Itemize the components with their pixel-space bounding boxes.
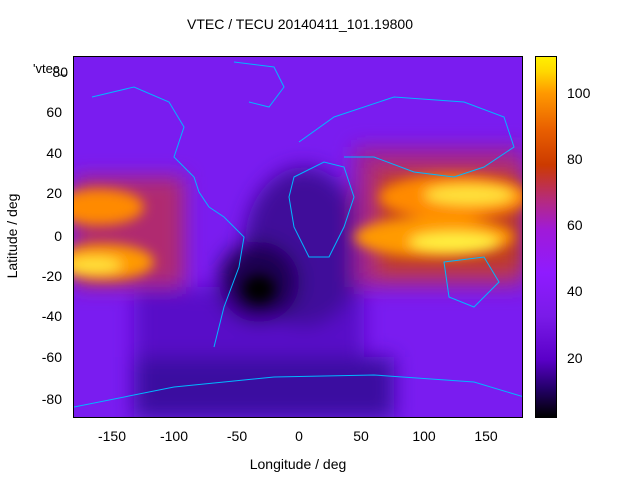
coast-eurasia (298, 96, 515, 178)
x-tick-neg100: -100 (159, 428, 189, 444)
colorbar-tick-100: 100 (567, 85, 591, 101)
x-tick-100: 100 (412, 428, 436, 444)
y-axis-label: Latitude / deg (4, 193, 20, 279)
coast-australia (443, 256, 500, 308)
colorbar-tick-60: 60 (567, 217, 583, 233)
vtec-minimum (243, 275, 275, 303)
colorbar-tick-40: 40 (567, 283, 583, 299)
legend-key: 'vtec_ (33, 61, 67, 76)
coast-greenland (233, 61, 285, 108)
vtec-heatmap (74, 57, 522, 417)
coast-antarctica (74, 374, 522, 408)
x-tick-neg50: -50 (226, 428, 248, 444)
x-tick-50: 50 (353, 428, 369, 444)
y-tick-neg80: -80 (41, 391, 62, 407)
y-tick-40: 40 (46, 145, 62, 161)
coast-africa (288, 161, 355, 258)
colorbar-tick-80: 80 (567, 151, 583, 167)
crest-south-pacific-peak (74, 257, 122, 273)
y-tick-80: 80 (52, 64, 68, 80)
vtec-map (73, 56, 523, 418)
coastlines (74, 61, 522, 408)
coast-north-america (91, 86, 210, 208)
colorbar-tick-20: 20 (567, 350, 583, 366)
x-tick-0: 0 (295, 428, 303, 444)
vtec-crests (74, 175, 522, 303)
y-tick-neg20: -20 (41, 268, 62, 284)
crest-north-asia-peak (424, 185, 514, 205)
y-tick-20: 20 (46, 185, 62, 201)
y-tick-neg60: -60 (41, 349, 62, 365)
y-tick-60: 60 (46, 104, 62, 120)
x-tick-150: 150 (474, 428, 498, 444)
x-tick-neg150: -150 (97, 428, 127, 444)
crest-south-asia-peak (409, 232, 499, 252)
x-axis-label: Longitude / deg (249, 456, 347, 472)
colorbar (535, 56, 557, 418)
y-tick-neg40: -40 (41, 308, 62, 324)
crest-north-pacific (74, 189, 144, 225)
coast-south-america (208, 206, 245, 348)
y-tick-0: 0 (54, 228, 62, 244)
plot-title: VTEC / TECU 20140411_101.19800 (187, 16, 413, 32)
